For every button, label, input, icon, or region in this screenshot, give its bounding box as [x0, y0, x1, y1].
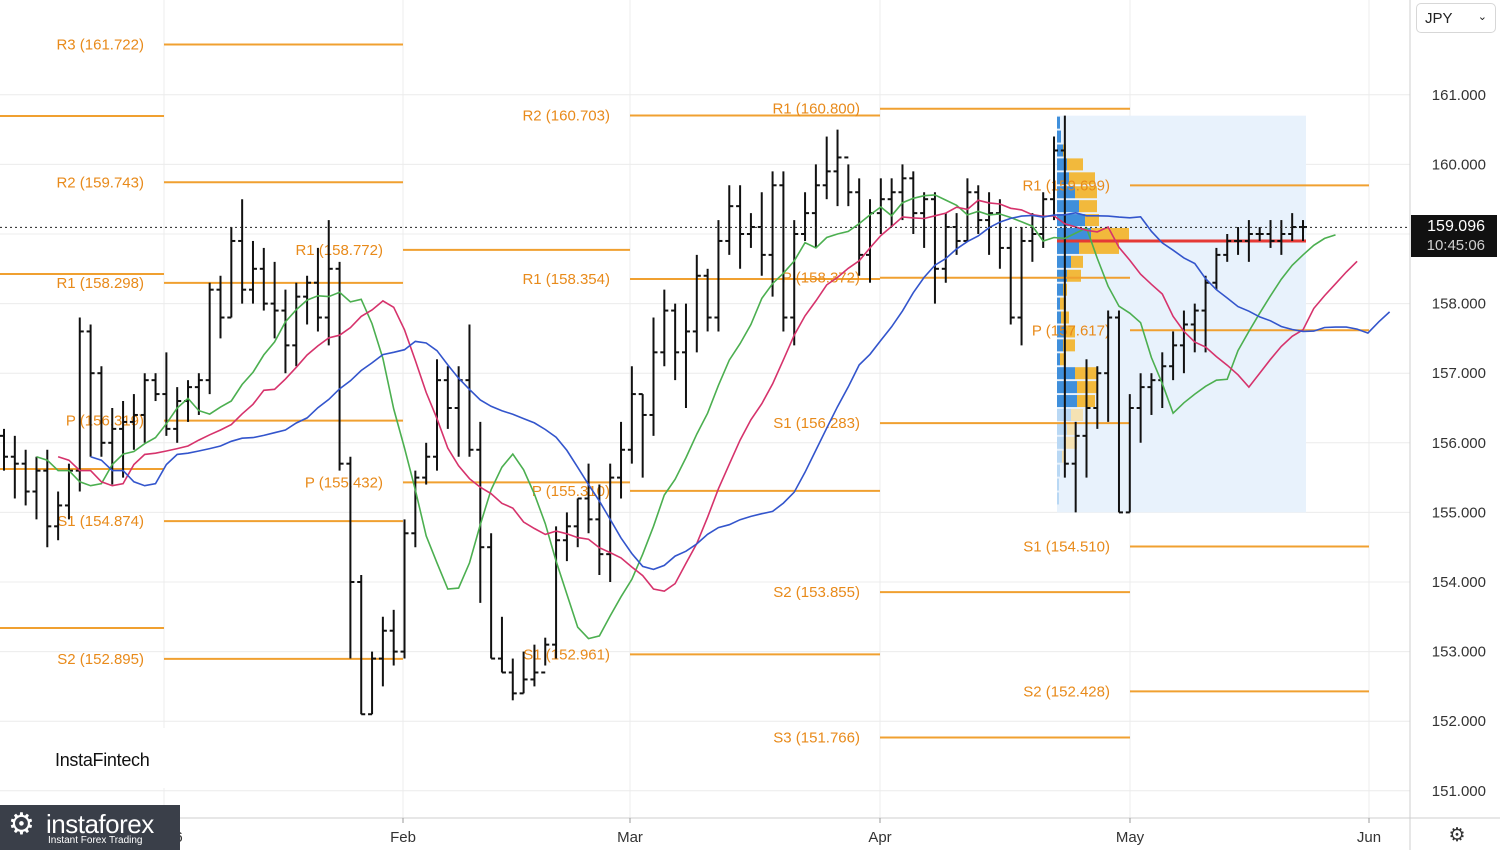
volume-profile-bar: [1057, 339, 1063, 352]
pivot-label: S3 (151.766): [773, 729, 860, 746]
grid-lines: [0, 0, 1410, 818]
volume-profile-bar: [1060, 297, 1066, 310]
pivot-label: S2 (152.895): [57, 651, 144, 668]
pivot-label: P (155.310): [532, 483, 610, 500]
price-axis-tick: 155.000: [1432, 504, 1486, 521]
volume-profile-bar: [1057, 450, 1062, 463]
volume-profile-bar: [1075, 186, 1097, 199]
pivot-label: R2 (160.703): [522, 107, 610, 124]
settings-icon[interactable]: ⚙: [1448, 824, 1466, 846]
volume-profile-bar: [1067, 422, 1075, 435]
volume-profile-bar: [1065, 325, 1075, 338]
chevron-down-icon: ⌄: [1477, 11, 1487, 23]
volume-profile-bar: [1057, 116, 1060, 129]
volume-profile-bar: [1057, 200, 1079, 213]
price-axis: 151.000 152.000 153.000 154.000 155.000 156.0…: [1432, 87, 1486, 800]
time-axis-label: Feb: [390, 829, 416, 846]
volume-profile-bar: [1057, 464, 1060, 477]
pivot-label: S1 (152.961): [523, 646, 610, 663]
price-axis-tick: 151.000: [1432, 783, 1486, 800]
pivot-label: R1 (158.298): [56, 275, 144, 292]
current-price-time: 10:45:06: [1426, 237, 1485, 254]
pivot-label: S2 (152.428): [1023, 683, 1110, 700]
volume-profile-bar: [1057, 311, 1061, 324]
time-axis-label: May: [1116, 829, 1145, 846]
pivot-label: R1 (158.354): [522, 271, 610, 288]
volume-profile-bar: [1057, 158, 1067, 171]
volume-profile-bar: [1057, 130, 1061, 143]
moving-average-fast-line: [36, 194, 1336, 640]
pivot-label: S1 (156.283): [773, 415, 860, 432]
volume-profile-bar: [1057, 478, 1059, 491]
ohlc-series: [0, 115, 1391, 716]
volume-profile-bar: [1085, 214, 1099, 227]
instaforex-brand: instaforex: [46, 809, 154, 839]
pivot-label: R1 (158.772): [295, 242, 383, 259]
moving-average-mid-line: [57, 199, 1358, 592]
pivot-label: S1 (154.510): [1023, 539, 1110, 556]
price-axis-tick: 158.000: [1432, 296, 1486, 313]
pivot-label: P (156.319): [66, 413, 144, 430]
volume-profile-bar: [1057, 436, 1065, 449]
price-axis-tick: 156.000: [1432, 435, 1486, 452]
volume-profile-bar: [1079, 200, 1097, 213]
volume-profile-bar: [1057, 241, 1079, 254]
price-axis-tick: 160.000: [1432, 156, 1486, 173]
instaforex-tagline: Instant Forex Trading: [48, 835, 143, 846]
volume-profile-bar: [1057, 214, 1085, 227]
volume-profile-bar: [1057, 353, 1060, 366]
time-axis-label: Apr: [868, 829, 891, 846]
price-axis-tick: 153.000: [1432, 644, 1486, 661]
price-axis-tick: 161.000: [1432, 87, 1486, 104]
pivot-label: S1 (154.874): [57, 513, 144, 530]
instaforex-banner: ⚙ instaforex Instant Forex Trading: [0, 805, 180, 850]
time-axis: FebMarAprMayJun2026: [149, 818, 1381, 846]
symbol-label: JPY: [1425, 10, 1453, 27]
symbol-dropdown[interactable]: JPY ⌄: [1416, 3, 1496, 33]
time-axis-label: Mar: [617, 829, 643, 846]
volume-profile-bar: [1067, 269, 1081, 282]
volume-profile-bar: [1057, 172, 1069, 185]
volume-profile: [1057, 115, 1306, 513]
price-axis-tick: 152.000: [1432, 713, 1486, 730]
volume-profile-bar: [1067, 158, 1083, 171]
current-price-tag: 159.096 10:45:06: [1411, 215, 1497, 257]
price-axis-tick: 154.000: [1432, 574, 1486, 591]
pivot-label: S2 (153.855): [773, 584, 860, 601]
volume-profile-bar: [1057, 381, 1077, 394]
volume-profile-bar: [1057, 283, 1063, 296]
price-axis-tick: 157.000: [1432, 365, 1486, 382]
volume-profile-bar: [1071, 255, 1083, 268]
volume-profile-bar: [1057, 269, 1067, 282]
pivot-label: R1 (159.699): [1022, 177, 1110, 194]
pivot-label: P (155.432): [305, 474, 383, 491]
instaforex-gear-icon: ⚙: [8, 808, 35, 841]
volume-profile-bar: [1069, 172, 1095, 185]
volume-profile-bar: [1079, 241, 1119, 254]
volume-profile-bar: [1057, 186, 1075, 199]
current-price-value: 159.096: [1427, 218, 1485, 235]
volume-profile-bar: [1057, 395, 1077, 408]
volume-profile-bar: [1057, 325, 1065, 338]
instafintech-logo-text: InstaFintech: [55, 750, 150, 770]
time-axis-label: Jun: [1357, 829, 1381, 846]
volume-profile-area: [1057, 115, 1306, 513]
volume-profile-bar: [1063, 339, 1075, 352]
volume-profile-bar: [1057, 422, 1067, 435]
pivot-label: R1 (160.800): [772, 101, 860, 118]
instafintech-logo: InstaFintech: [45, 728, 170, 788]
volume-profile-bar: [1065, 436, 1077, 449]
volume-profile-bar: [1060, 353, 1066, 366]
pivot-label: R3 (161.722): [56, 37, 144, 54]
pivot-label: R2 (159.743): [56, 174, 144, 191]
volume-profile-bar: [1071, 408, 1083, 421]
moving-average-slow-line: [90, 211, 1391, 571]
volume-profile-bar: [1057, 144, 1063, 157]
volume-profile-bar: [1057, 492, 1059, 505]
volume-profile-bar: [1057, 297, 1060, 310]
volume-profile-bar: [1057, 367, 1075, 380]
pivot-label: P (157.617): [1032, 322, 1110, 339]
